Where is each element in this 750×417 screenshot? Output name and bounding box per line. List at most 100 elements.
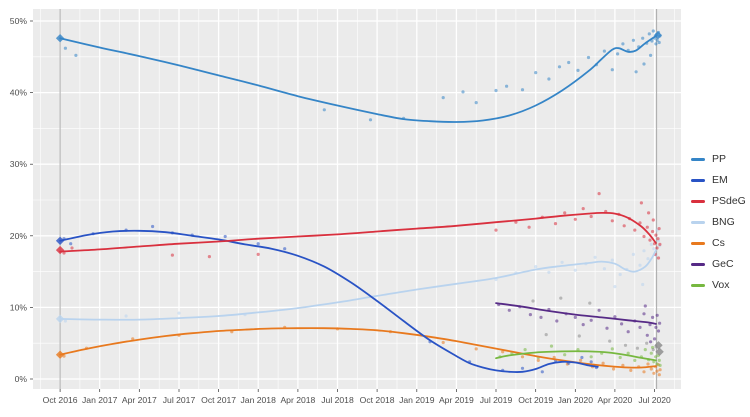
poll-point-pp	[474, 101, 478, 105]
poll-point-bng	[649, 242, 653, 246]
poll-point-cs	[629, 368, 633, 372]
poll-point-cs	[536, 358, 540, 362]
poll-point-psdeg	[563, 211, 567, 215]
legend-label-cs: Cs	[712, 237, 725, 249]
poll-point-psdeg	[657, 227, 661, 231]
poll-point-pp	[461, 90, 465, 94]
poll-point-gec	[648, 323, 652, 327]
poll-point-bng	[631, 252, 636, 256]
poll-point-em	[580, 355, 584, 360]
result-marker-pp	[653, 31, 663, 40]
legend-item-vox: Vox	[691, 279, 746, 292]
legend-label-gec: GeC	[712, 258, 734, 270]
poll-point-pp	[616, 52, 620, 56]
poll-point-cs	[501, 350, 505, 354]
x-axis-label: Oct 2019	[518, 395, 553, 405]
poll-point-psdeg	[553, 222, 558, 226]
legend-swatch-cs-icon	[691, 242, 705, 245]
legend-swatch-psdeg-icon	[691, 200, 705, 203]
legend-swatch-bng-icon	[691, 221, 705, 224]
poll-point-bng	[547, 270, 551, 274]
poll-point-other	[635, 346, 640, 350]
result-marker-other	[654, 341, 663, 350]
poll-point-pp	[586, 55, 591, 60]
poll-point-em	[589, 360, 593, 364]
poll-point-cs	[649, 367, 653, 371]
poll-point-gec	[581, 323, 585, 327]
poll-point-pp	[505, 84, 509, 88]
poll-point-cs	[621, 363, 625, 367]
poll-point-bng	[63, 319, 67, 323]
poll-point-pp	[520, 88, 525, 92]
poll-point-psdeg	[589, 214, 593, 219]
poll-point-bng	[646, 257, 650, 261]
poll-point-gec	[528, 313, 533, 317]
y-axis-label: 0%	[15, 374, 28, 384]
x-axis-label: Jan 2019	[399, 395, 435, 405]
poll-point-cs	[441, 340, 445, 345]
x-axis-label: Jan 2018	[241, 395, 277, 405]
poll-point-cs	[520, 355, 525, 359]
poll-point-pp	[567, 60, 571, 65]
legend-swatch-pp-icon	[691, 158, 705, 161]
poll-point-pp	[621, 42, 625, 46]
poll-point-gec	[539, 315, 543, 319]
legend-label-vox: Vox	[712, 279, 730, 291]
poll-point-psdeg	[645, 225, 649, 229]
poll-point-vox	[626, 351, 630, 355]
x-axis-label: Oct 2018	[360, 395, 395, 405]
poll-point-other	[623, 343, 628, 347]
poll-point-psdeg	[654, 233, 658, 237]
x-axis-label: Apr 2019	[439, 395, 474, 405]
poll-point-cs	[657, 373, 661, 377]
poll-point-pp	[642, 62, 646, 66]
legend-swatch-vox-icon	[691, 284, 705, 287]
poll-point-pp	[654, 42, 658, 46]
poll-point-bng	[560, 260, 564, 264]
poll-point-vox	[655, 362, 659, 366]
poll-point-gec	[649, 340, 653, 344]
result-marker-bng	[55, 314, 65, 324]
poll-point-gec	[573, 315, 577, 319]
legend-item-em: EM	[691, 174, 746, 187]
poll-point-cs	[658, 368, 662, 372]
poll-point-psdeg	[655, 246, 659, 250]
poll-point-gec	[589, 318, 593, 322]
y-axis-label: 10%	[10, 302, 28, 312]
poll-point-other	[645, 341, 649, 345]
trend-line-cs	[59, 327, 657, 369]
poll-point-pp	[602, 49, 607, 53]
result-marker-em	[55, 236, 65, 245]
poll-point-pp	[494, 88, 498, 93]
x-axis-label: Jul 2020	[638, 395, 671, 405]
poll-point-pp	[441, 96, 445, 100]
poll-point-pp	[634, 70, 638, 74]
x-axis-label: Oct 2017	[201, 395, 236, 405]
y-axis-label: 30%	[10, 159, 28, 169]
poll-point-pp	[547, 77, 551, 81]
poll-point-vox	[643, 348, 647, 352]
legend-label-pp: PP	[712, 153, 727, 165]
poll-point-cs	[601, 361, 605, 365]
poll-point-gec	[507, 308, 511, 312]
poll-point-cs	[642, 370, 646, 374]
poll-point-gec	[605, 326, 609, 330]
poll-point-bng	[593, 255, 597, 259]
poll-point-psdeg	[656, 256, 661, 260]
poll-point-psdeg	[658, 242, 662, 246]
poll-point-bng	[602, 267, 607, 271]
poll-point-pp	[651, 29, 655, 33]
poll-point-psdeg	[651, 218, 655, 222]
poll-point-gec	[613, 315, 617, 319]
poll-point-psdeg	[514, 220, 518, 224]
legend-swatch-gec-icon	[691, 263, 705, 266]
poll-point-psdeg	[597, 192, 601, 196]
poll-point-pp	[657, 40, 661, 45]
poll-point-bng	[652, 247, 656, 251]
poll-point-vox	[549, 344, 554, 348]
y-axis-label: 20%	[10, 231, 28, 241]
poll-point-gec	[597, 308, 601, 312]
poll-point-psdeg	[639, 201, 644, 205]
poll-point-psdeg	[651, 229, 655, 234]
poll-point-cs	[655, 369, 659, 373]
